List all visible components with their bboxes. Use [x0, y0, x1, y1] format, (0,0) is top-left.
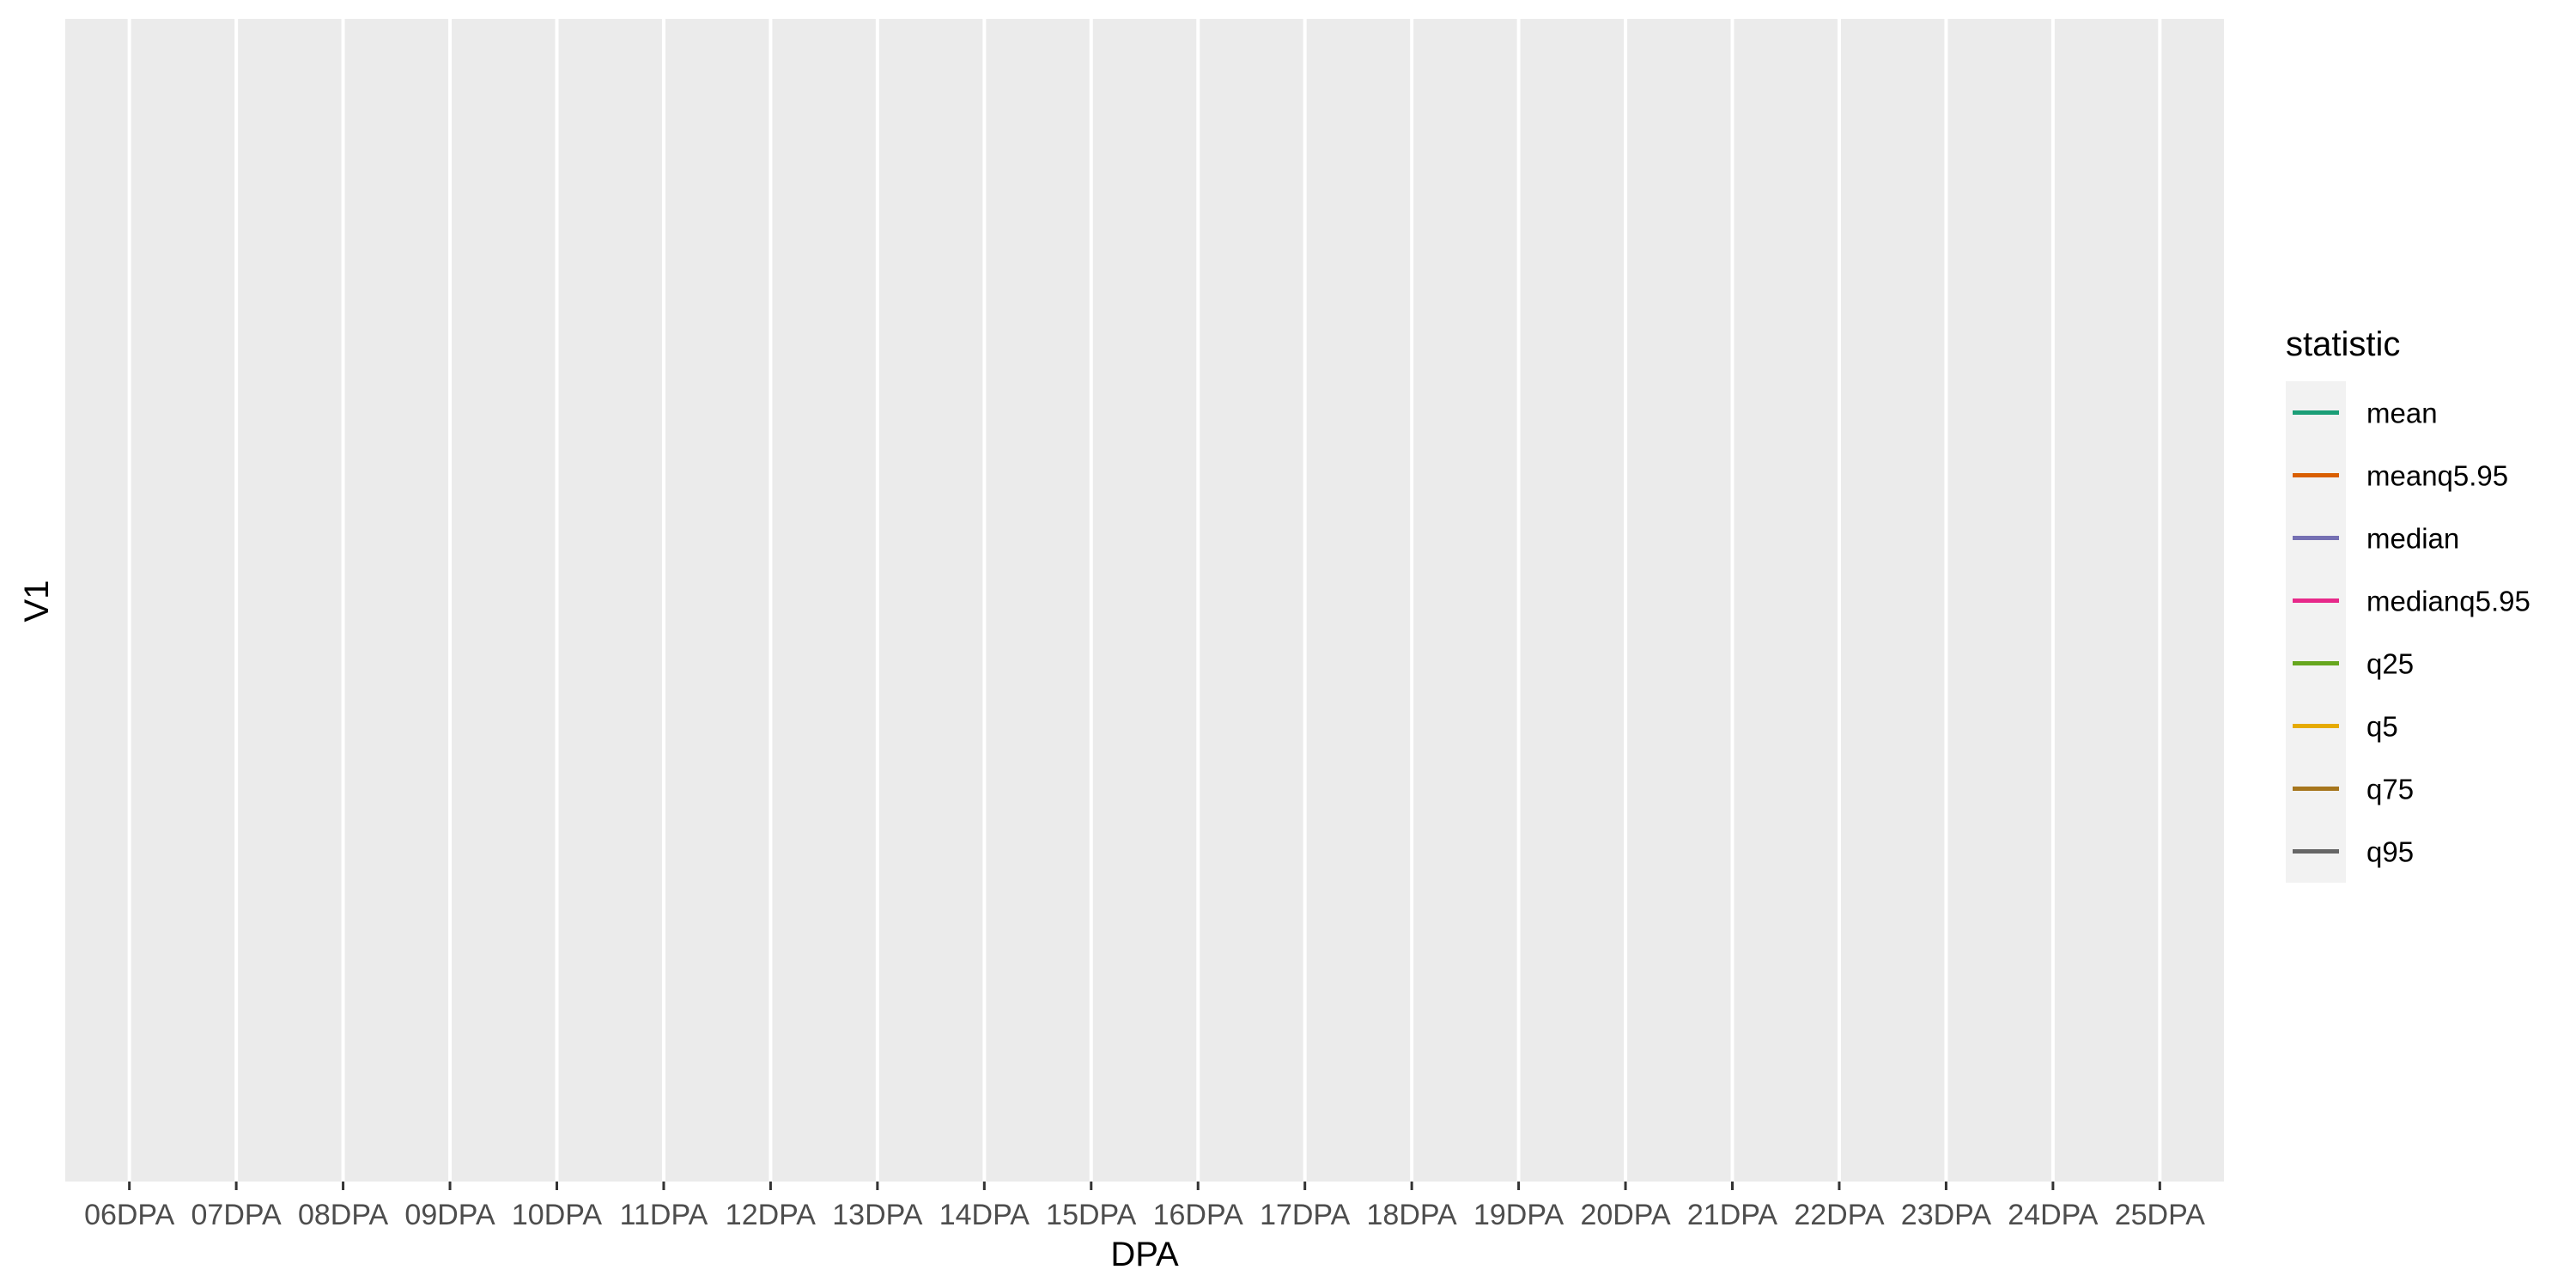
legend-key-background — [2286, 381, 2346, 883]
x-axis-tick-labels: 06DPA 07DPA 08DPA 09DPA 10DPA 11DPA 12DPA 13DPA… — [84, 1199, 2205, 1231]
legend-label-q95: q95 — [2366, 836, 2414, 868]
grid-lines — [127, 19, 2162, 1182]
legend-title: statistic — [2286, 325, 2400, 363]
x-tick-label: 24DPA — [2008, 1199, 2099, 1231]
x-tick-label: 17DPA — [1260, 1199, 1351, 1231]
x-tick-label: 15DPA — [1046, 1199, 1137, 1231]
y-axis-title: V1 — [18, 580, 56, 623]
x-tick-label: 16DPA — [1153, 1199, 1244, 1231]
legend-label-q5: q5 — [2366, 711, 2398, 743]
x-tick-label: 21DPA — [1687, 1199, 1778, 1231]
x-tick-label: 13DPA — [832, 1199, 923, 1231]
x-axis-title: DPA — [1110, 1236, 1179, 1273]
legend-label-mean: mean — [2366, 398, 2438, 429]
x-tick-label: 08DPA — [298, 1199, 389, 1231]
legend-label-median: median — [2366, 523, 2459, 555]
plot-panel — [65, 19, 2224, 1182]
x-tick-label: 09DPA — [404, 1199, 495, 1231]
x-tick-label: 11DPA — [620, 1199, 708, 1231]
x-tick-label: 19DPA — [1473, 1199, 1564, 1231]
x-tick-label: 07DPA — [191, 1199, 283, 1231]
legend-label-meanq5.95: meanq5.95 — [2366, 460, 2508, 492]
x-tick-label: 14DPA — [939, 1199, 1030, 1231]
x-tick-label: 06DPA — [84, 1199, 175, 1231]
x-tick-label: 18DPA — [1367, 1199, 1458, 1231]
x-tick-label: 10DPA — [512, 1199, 603, 1231]
x-tick-label: 23DPA — [1901, 1199, 1992, 1231]
legend-label-medianq5.95: medianq5.95 — [2366, 586, 2530, 617]
legend: statistic mean meanq5.95 median medianq5.95… — [2286, 325, 2530, 883]
legend-label-q25: q25 — [2366, 648, 2414, 680]
x-tick-label: 20DPA — [1580, 1199, 1671, 1231]
legend-entries: mean meanq5.95 median medianq5.95 q25 q5 q75 q9… — [2286, 381, 2530, 883]
x-axis-ticks — [128, 1182, 2161, 1190]
x-tick-label: 22DPA — [1794, 1199, 1885, 1231]
x-tick-label: 12DPA — [726, 1199, 817, 1231]
x-tick-label: 25DPA — [2115, 1199, 2206, 1231]
legend-label-q75: q75 — [2366, 774, 2414, 805]
